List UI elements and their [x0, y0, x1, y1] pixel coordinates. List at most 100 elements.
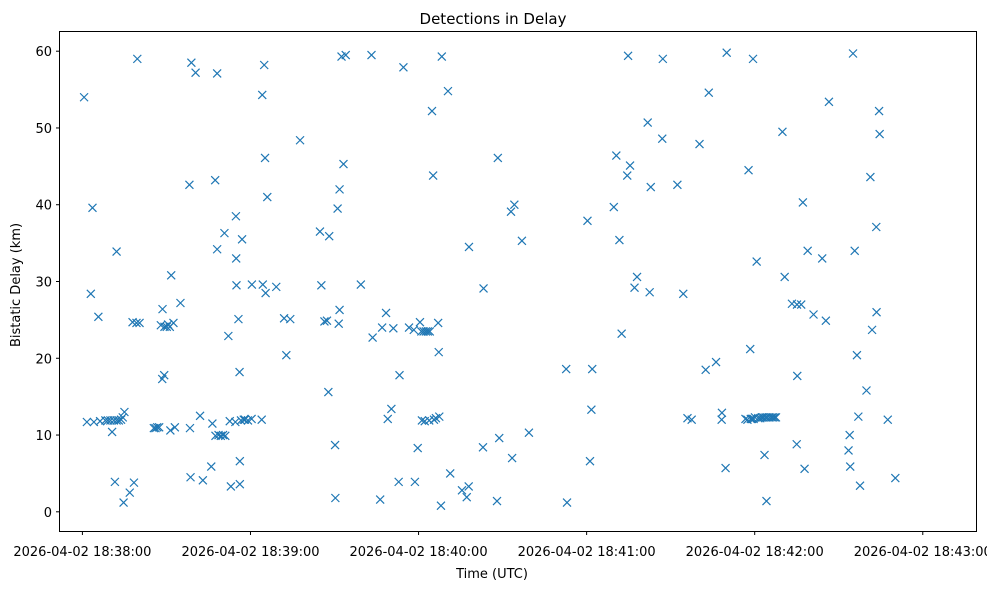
data-point-marker: [421, 326, 431, 336]
data-point-marker: [162, 322, 172, 332]
data-point-marker: [170, 422, 180, 432]
data-point-marker: [658, 54, 668, 64]
data-point-marker: [247, 414, 257, 424]
data-point-marker: [464, 482, 474, 491]
data-point-marker: [339, 159, 348, 169]
data-point-marker: [890, 473, 900, 483]
x-tick-label: 2026-04-02 18:38:00: [13, 545, 151, 560]
data-point-marker: [165, 426, 175, 435]
data-point-marker: [778, 127, 787, 137]
data-point-marker: [717, 408, 727, 418]
data-point-marker: [135, 318, 144, 328]
data-point-marker: [335, 184, 344, 194]
data-point-marker: [609, 202, 619, 212]
data-point-marker: [285, 314, 295, 324]
data-point-marker: [865, 172, 875, 182]
data-point-marker: [110, 477, 120, 487]
data-point-marker: [334, 319, 344, 329]
data-point-marker: [479, 283, 488, 293]
data-point-marker: [416, 326, 426, 336]
data-point-marker: [417, 416, 427, 425]
data-point-marker: [587, 364, 597, 374]
data-point-marker: [752, 257, 762, 266]
data-point-marker: [611, 151, 621, 161]
data-point-marker: [748, 54, 758, 64]
data-point-marker: [824, 97, 834, 107]
data-point-marker: [434, 347, 444, 357]
data-point-marker: [257, 415, 267, 425]
data-point-marker: [132, 318, 141, 328]
data-point-marker: [367, 50, 376, 60]
y-tick-label: 50: [35, 122, 52, 137]
data-point-marker: [235, 367, 244, 377]
data-point-marker: [223, 331, 233, 341]
data-point-marker: [93, 312, 103, 322]
data-point-marker: [428, 171, 438, 180]
data-point-marker: [492, 496, 502, 506]
data-point-marker: [583, 216, 592, 226]
data-point-marker: [434, 412, 444, 422]
data-point-marker: [883, 415, 893, 425]
x-tick-label: 2026-04-02 18:42:00: [686, 545, 824, 560]
data-point-marker: [125, 488, 135, 498]
data-point-marker: [220, 228, 229, 238]
data-point-marker: [768, 412, 778, 422]
y-tick-label: 20: [35, 352, 52, 367]
data-point-marker: [404, 323, 414, 332]
data-point-marker: [867, 325, 877, 335]
data-point-marker: [762, 496, 771, 506]
data-point-marker: [82, 417, 92, 427]
x-axis-ticks: 2026-04-02 18:38:00 2026-04-02 18:39:00 20…: [13, 531, 987, 560]
data-point-marker: [271, 282, 281, 292]
data-point-marker: [657, 134, 667, 144]
data-point-marker: [159, 370, 169, 380]
data-point-marker: [845, 462, 855, 471]
data-point-marker: [258, 280, 268, 289]
data-point-marker: [260, 153, 270, 163]
data-point-marker: [191, 68, 201, 78]
data-point-marker: [247, 280, 257, 289]
data-point-marker: [462, 492, 472, 502]
data-point-marker: [220, 431, 230, 441]
data-point-marker: [625, 161, 635, 171]
y-tick-label: 0: [44, 506, 52, 521]
data-point-marker: [237, 234, 247, 244]
data-point-marker: [394, 477, 404, 487]
data-point-marker: [212, 244, 222, 254]
data-point-marker: [792, 439, 802, 449]
data-point-marker: [120, 407, 129, 417]
data-point-marker: [235, 479, 245, 489]
data-point-marker: [792, 300, 802, 309]
data-point-marker: [212, 69, 222, 78]
data-point-marker: [316, 280, 326, 290]
data-point-marker: [323, 387, 333, 397]
data-point-marker: [704, 88, 714, 98]
data-point-marker: [425, 326, 435, 336]
data-point-marker: [333, 204, 343, 213]
data-point-marker: [695, 139, 704, 149]
data-point-marker: [132, 54, 142, 64]
data-point-marker: [646, 182, 656, 192]
data-point-marker: [645, 287, 655, 297]
data-point-marker: [226, 482, 236, 491]
data-point-marker: [770, 412, 780, 422]
data-point-marker: [86, 289, 96, 299]
data-point-marker: [166, 270, 176, 280]
data-point-marker: [437, 52, 447, 61]
data-point-marker: [324, 231, 334, 241]
data-point-marker: [493, 153, 503, 163]
data-point-marker: [186, 472, 195, 482]
data-point-marker: [874, 106, 884, 116]
data-point-marker: [330, 493, 340, 503]
data-point-marker: [711, 357, 721, 367]
data-point-marker: [809, 310, 818, 319]
data-point-marker: [622, 171, 632, 180]
data-point-marker: [443, 86, 453, 96]
x-tick-label: 2026-04-02 18:41:00: [518, 545, 656, 560]
data-point-marker: [853, 412, 863, 422]
data-point-marker: [780, 272, 790, 282]
data-point-marker: [875, 129, 885, 139]
data-point-marker: [262, 192, 272, 202]
data-point-marker: [195, 411, 205, 421]
data-point-marker: [169, 318, 178, 328]
